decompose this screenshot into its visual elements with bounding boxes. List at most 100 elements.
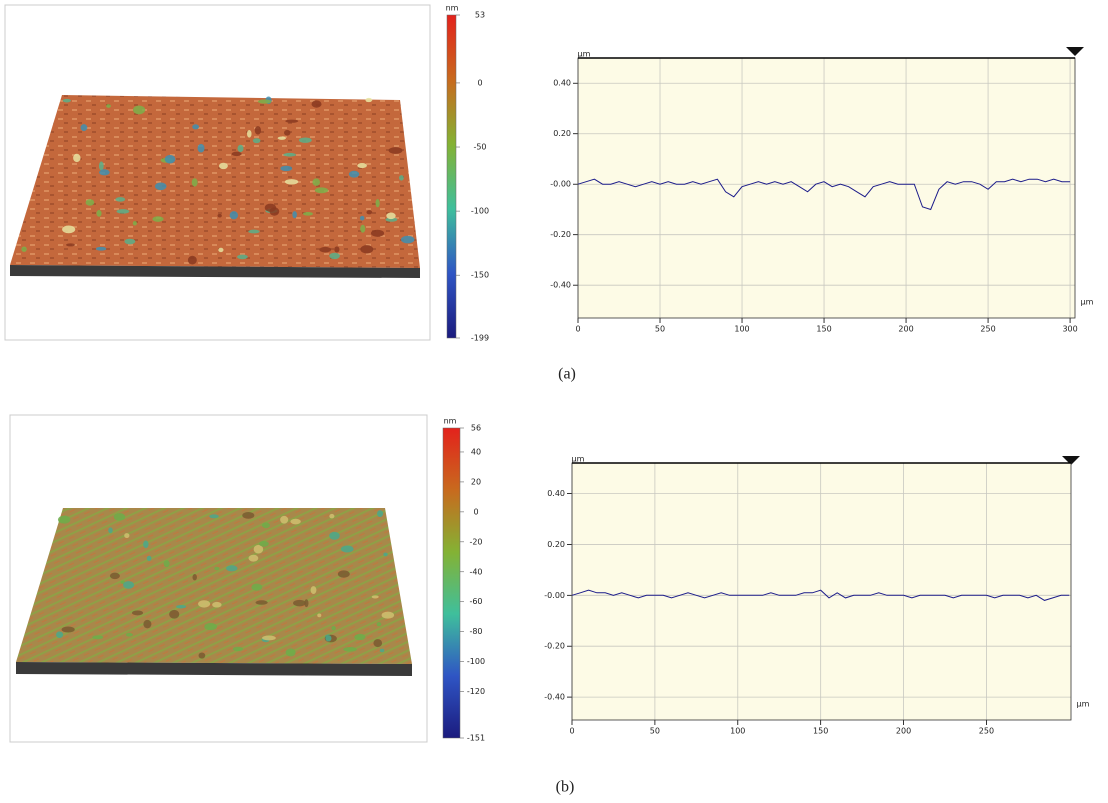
surface-feature <box>164 154 176 164</box>
profile-line <box>577 178 1071 211</box>
surface-feature <box>257 99 272 104</box>
surface-feature <box>123 581 135 589</box>
surface-feature <box>124 238 136 245</box>
surface-feature <box>109 572 120 580</box>
x-tick-label: 0 <box>575 325 580 334</box>
y-tick-label: -0.40 <box>544 693 565 702</box>
surface-feature <box>61 626 75 633</box>
surface-feature <box>99 169 110 176</box>
surface-feature <box>217 213 222 218</box>
surface-feature <box>198 600 211 608</box>
y-tick-label: 0.20 <box>547 540 565 549</box>
y-tick-label: 0.20 <box>553 129 571 138</box>
surface-features <box>56 510 395 659</box>
surface-feature <box>310 586 317 594</box>
surface-feature <box>329 252 340 260</box>
surface-feature <box>232 646 244 652</box>
colorbar-tick-label: -100 <box>467 657 485 666</box>
surface-feature <box>152 216 164 222</box>
surface-feature <box>331 625 336 631</box>
surface-feature <box>66 243 75 247</box>
surface-feature <box>312 178 321 186</box>
x-tick-label: 100 <box>730 727 745 736</box>
colorbar-tick-label: -100 <box>471 207 489 216</box>
surface-feature <box>248 554 259 562</box>
surface-feature <box>360 224 366 233</box>
surface-feature <box>284 129 291 136</box>
surface-feature <box>62 98 71 103</box>
surface-feature <box>293 599 306 607</box>
surface-feature <box>95 246 107 251</box>
y-tick-label: -0.20 <box>544 642 565 651</box>
colorbar-tick-label: 0 <box>473 507 478 516</box>
colorbar-tick-label: 56 <box>471 424 481 433</box>
surface-feature <box>131 610 144 616</box>
y-tick-label: -0.00 <box>550 180 571 189</box>
y-tick-label: -0.20 <box>550 230 571 239</box>
surface-feature <box>285 648 296 657</box>
colorbar-tick-label: -151 <box>467 734 485 743</box>
marker-triangle <box>1062 456 1080 465</box>
y-tick-label: 0.40 <box>553 79 571 88</box>
surface-feature <box>365 97 373 103</box>
surface-feature <box>176 605 187 609</box>
surface-feature <box>329 531 340 540</box>
panel-label: (b) <box>556 779 575 796</box>
x-tick-label: 50 <box>650 727 660 736</box>
surface-feature <box>154 182 167 191</box>
colorbar-tick-label: 53 <box>475 11 485 20</box>
surface-feature <box>226 565 238 572</box>
surface-feature <box>106 104 111 108</box>
surface-feature <box>248 229 260 234</box>
surface-feature <box>357 163 367 169</box>
x-tick-label: 150 <box>813 727 828 736</box>
surface-feature <box>360 245 374 254</box>
x-tick-label: 100 <box>734 325 749 334</box>
surface-feature <box>237 254 248 260</box>
surface-feature <box>381 611 395 619</box>
surface-feature <box>283 152 297 157</box>
plot-area <box>578 58 1075 318</box>
x-tick-label: 250 <box>979 727 994 736</box>
x-tick-label: 300 <box>1062 325 1077 334</box>
surface-feature <box>388 147 403 154</box>
colorbar-tick-label: -50 <box>473 143 486 152</box>
surface-feature <box>252 138 261 144</box>
y-unit: µm <box>578 50 591 59</box>
colorbar-tick-label: 40 <box>471 447 481 456</box>
x-tick-label: 200 <box>898 325 913 334</box>
surface-feature <box>319 246 332 253</box>
colorbar-tick-label: -80 <box>469 627 482 636</box>
surface-feature <box>377 510 384 518</box>
surface-feature <box>192 574 197 581</box>
surface-feature <box>386 212 396 220</box>
surface-feature <box>115 197 126 202</box>
surface <box>16 508 412 664</box>
surface-feature <box>169 609 180 619</box>
surface-feature <box>229 211 239 220</box>
surface-feature <box>340 545 354 553</box>
surface-feature <box>290 518 301 525</box>
surface-feature <box>337 570 350 578</box>
surface-feature <box>212 601 222 608</box>
surface-feature <box>85 199 95 206</box>
surface-feature <box>62 225 76 234</box>
colorbar-unit: nm <box>444 417 457 426</box>
y-unit: µm <box>572 455 585 464</box>
x-tick-label: 150 <box>816 325 831 334</box>
surface-feature <box>197 143 205 153</box>
surface-feature <box>264 203 277 212</box>
x-unit: µm <box>1081 298 1094 307</box>
x-tick-label: 200 <box>896 727 911 736</box>
surface-base <box>16 662 412 676</box>
colorbar-tick-label: -120 <box>467 687 485 696</box>
surface-feature <box>56 631 64 639</box>
x-unit: µm <box>1077 700 1090 709</box>
y-tick-label: -0.00 <box>544 591 565 600</box>
colorbar-tick-label: -150 <box>471 271 489 280</box>
surface-feature <box>133 105 146 115</box>
surface-feature <box>284 179 299 185</box>
surface-feature <box>146 555 152 561</box>
colorbar-tick-label: -60 <box>469 597 482 606</box>
